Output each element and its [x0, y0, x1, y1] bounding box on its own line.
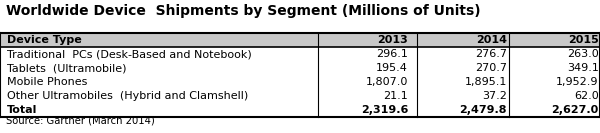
- Text: 263.0: 263.0: [567, 49, 599, 59]
- Text: 2015: 2015: [568, 35, 599, 45]
- Text: Worldwide Device  Shipments by Segment (Millions of Units): Worldwide Device Shipments by Segment (M…: [6, 4, 481, 18]
- Text: 2013: 2013: [377, 35, 408, 45]
- Text: 349.1: 349.1: [567, 63, 599, 73]
- Text: Other Ultramobiles  (Hybrid and Clamshell): Other Ultramobiles (Hybrid and Clamshell…: [7, 91, 248, 101]
- Text: 296.1: 296.1: [376, 49, 408, 59]
- FancyBboxPatch shape: [0, 33, 600, 47]
- Text: 1,807.0: 1,807.0: [365, 77, 408, 87]
- Text: 2014: 2014: [476, 35, 507, 45]
- Text: Total: Total: [7, 105, 38, 115]
- Text: 37.2: 37.2: [482, 91, 507, 101]
- Text: 2,627.0: 2,627.0: [551, 105, 599, 115]
- Text: Tablets  (Ultramobile): Tablets (Ultramobile): [7, 63, 127, 73]
- Text: 62.0: 62.0: [574, 91, 599, 101]
- Text: 2,319.6: 2,319.6: [361, 105, 408, 115]
- Text: 195.4: 195.4: [376, 63, 408, 73]
- Text: 2,479.8: 2,479.8: [460, 105, 507, 115]
- Text: Source: Gartner (March 2014): Source: Gartner (March 2014): [6, 115, 155, 125]
- Text: Mobile Phones: Mobile Phones: [7, 77, 88, 87]
- Text: 270.7: 270.7: [475, 63, 507, 73]
- Text: Traditional  PCs (Desk-Based and Notebook): Traditional PCs (Desk-Based and Notebook…: [7, 49, 252, 59]
- Text: 276.7: 276.7: [475, 49, 507, 59]
- Text: 21.1: 21.1: [383, 91, 408, 101]
- Text: 1,895.1: 1,895.1: [464, 77, 507, 87]
- Text: Device Type: Device Type: [7, 35, 82, 45]
- Text: 1,952.9: 1,952.9: [556, 77, 599, 87]
